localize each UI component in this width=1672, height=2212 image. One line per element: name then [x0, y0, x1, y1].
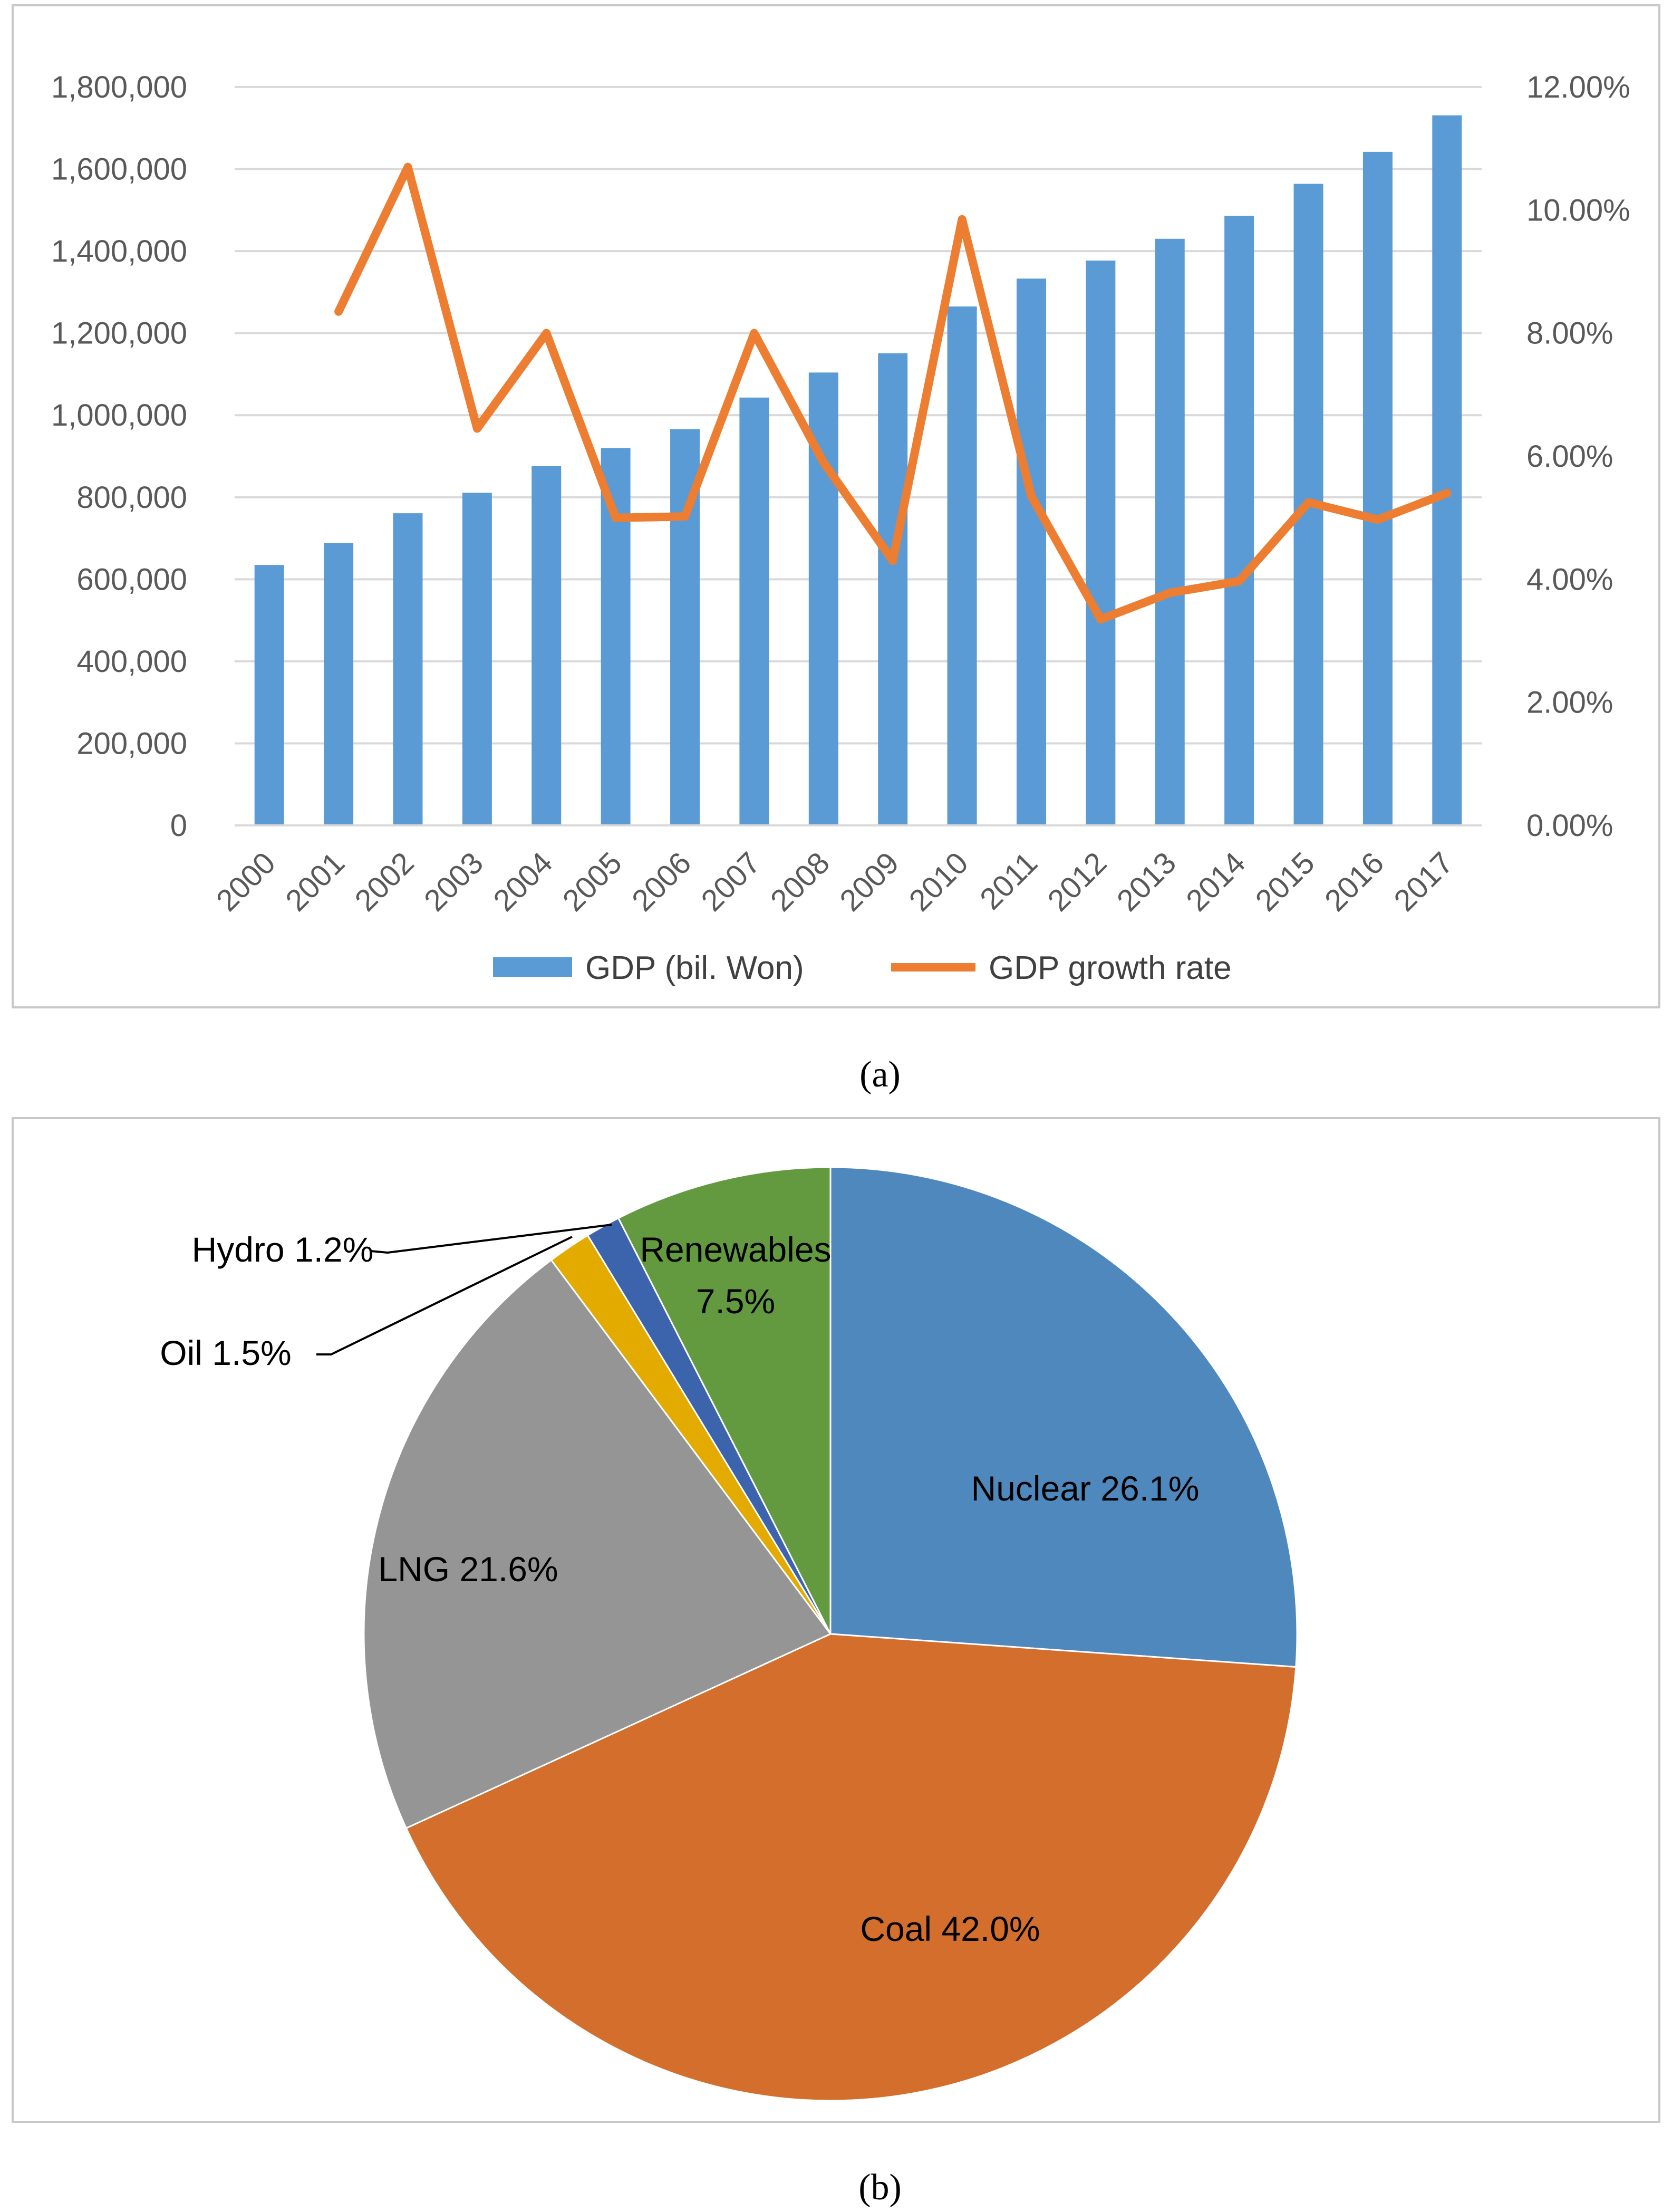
label-coal: Coal 42.0%: [860, 1909, 1040, 1948]
gdp-bar: [1362, 151, 1393, 825]
right-tick-label: 0.00%: [1526, 809, 1613, 843]
legend-label-gdp: GDP (bil. Won): [585, 950, 804, 986]
leader-line-hydro: [370, 1224, 612, 1254]
left-tick-label: 1,600,000: [51, 152, 187, 187]
left-tick-label: 800,000: [76, 480, 187, 515]
left-axis-ticks: 0 200,000 400,000 600,000 800,000 1,000,000 1,…: [51, 70, 187, 843]
right-tick-label: 4.00%: [1526, 562, 1613, 597]
label-renewables: Renewables: [640, 1230, 831, 1269]
left-tick-label: 200,000: [76, 726, 187, 761]
left-tick-label: 1,200,000: [51, 316, 187, 351]
pie-slice-coal: [405, 1633, 1297, 2102]
gdp-bars: [254, 115, 1462, 826]
gdp-bar: [601, 448, 631, 825]
pie: [363, 1166, 1298, 2102]
left-tick-label: 1,800,000: [51, 70, 187, 104]
label-hydro: Hydro 1.2%: [192, 1230, 374, 1269]
label-nuclear: Nuclear 26.1%: [971, 1469, 1200, 1508]
gdp-bar: [1432, 115, 1462, 826]
leader-line-oil: [316, 1236, 573, 1355]
left-tick-label: 0: [170, 809, 187, 843]
legend-label-growth: GDP growth rate: [989, 950, 1232, 986]
gdp-bar: [254, 565, 284, 825]
gdp-bar: [1224, 216, 1254, 826]
gdp-bar: [878, 353, 908, 825]
right-tick-label: 10.00%: [1526, 193, 1630, 227]
pie-slice-nuclear: [829, 1166, 1298, 1668]
left-tick-label: 400,000: [76, 645, 187, 679]
right-tick-label: 8.00%: [1526, 316, 1613, 351]
gdp-bar: [531, 466, 562, 825]
right-tick-label: 12.00%: [1526, 70, 1630, 104]
gdp-bar: [947, 306, 977, 825]
panel-b: Nuclear 26.1% Coal 42.0% LNG 21.6% Oil 1…: [12, 1117, 1660, 2123]
gdp-bar: [1016, 278, 1046, 826]
right-tick-label: 2.00%: [1526, 686, 1613, 720]
gdp-bar: [462, 493, 492, 825]
caption-b: (b): [858, 2167, 902, 2208]
caption-a: (a): [859, 1054, 901, 1095]
panel-a: 0 200,000 400,000 600,000 800,000 1,000,000 1,…: [12, 4, 1660, 1008]
gridlines: [235, 86, 1482, 745]
growth-rate-line: [334, 162, 1452, 624]
pie-slice-lng: [363, 1258, 832, 1830]
legend-bar-swatch: [493, 957, 572, 977]
left-tick-label: 1,000,000: [51, 398, 187, 432]
left-tick-label: 600,000: [76, 562, 187, 597]
gdp-bar: [324, 543, 354, 825]
left-tick-label: 1,400,000: [51, 234, 187, 268]
right-axis-ticks: 0.00% 2.00% 4.00% 6.00% 8.00% 10.00% 12.00%: [1526, 70, 1630, 843]
gdp-bar: [1155, 238, 1185, 825]
gdp-bar: [393, 513, 423, 825]
pie-slice-renewables: [617, 1166, 832, 1634]
label-lng: LNG 21.6%: [378, 1550, 558, 1589]
right-tick-label: 6.00%: [1526, 439, 1613, 474]
gdp-bar: [739, 397, 769, 825]
label-renewables-value: 7.5%: [696, 1282, 775, 1321]
gdp-bar: [1086, 261, 1116, 825]
label-oil: Oil 1.5%: [160, 1333, 291, 1372]
legend: GDP (bil. Won) GDP growth rate: [493, 950, 1232, 986]
